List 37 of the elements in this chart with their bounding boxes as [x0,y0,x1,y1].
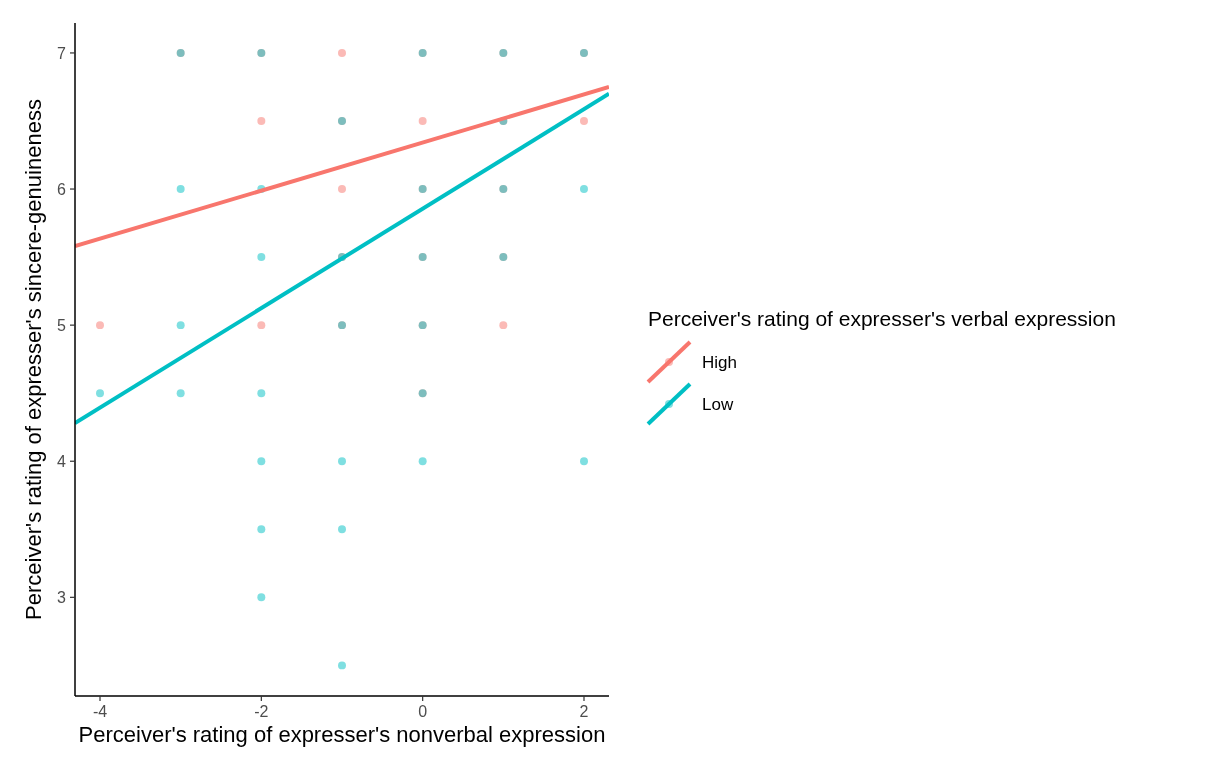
point [338,661,346,670]
y-tick-label: 7 [57,44,67,62]
point [418,117,427,125]
x-tick-label: -4 [92,703,108,720]
point [96,321,104,330]
point [257,525,266,534]
point [257,457,266,466]
point [257,593,266,602]
y-tick-label: 6 [57,180,67,198]
point [580,117,588,125]
point [580,185,588,194]
x-axis-title: Perceiver's rating of expresser's nonverbal expression [78,722,606,747]
y-tick-label: 4 [57,452,67,470]
point [176,185,185,194]
point [338,48,346,57]
legend-title: Perceiver's rating of expresser's verbal expression [648,307,1116,330]
y-tick-label: 3 [57,588,67,606]
point [257,321,266,330]
x-tick-label: -2 [254,703,269,720]
x-tick-label: 2 [579,703,589,720]
point [96,389,104,398]
point [499,321,508,330]
point [257,389,266,398]
y-tick-label: 5 [57,316,67,334]
legend-label: High [702,352,737,372]
y-axis-title: Perceiver's rating of expresser's sincere-genuineness [21,99,46,620]
point [176,321,185,330]
x-tick-label: 0 [418,703,428,720]
point [418,457,427,466]
point [257,253,266,262]
point [580,457,588,466]
point [338,185,346,194]
point [257,117,266,125]
point [338,457,346,466]
point [338,525,346,534]
point [176,389,185,398]
legend-label: Low [702,394,734,414]
